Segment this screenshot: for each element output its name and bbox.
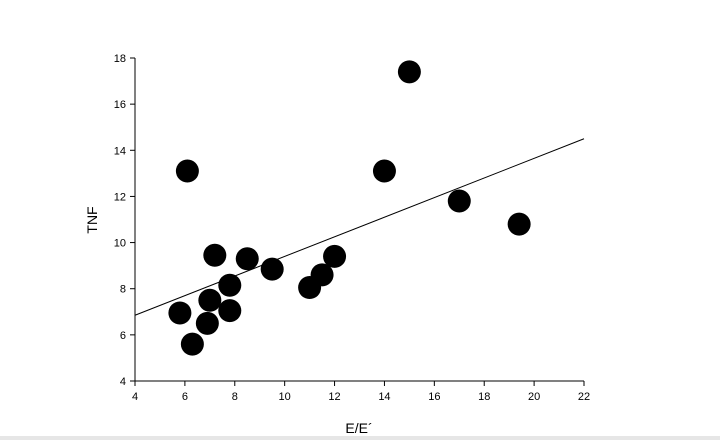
x-tick-label: 18 bbox=[478, 391, 490, 403]
data-point bbox=[372, 159, 396, 183]
x-tick-label: 6 bbox=[182, 391, 188, 403]
x-tick-label: 8 bbox=[232, 391, 238, 403]
x-tick-label: 14 bbox=[378, 391, 390, 403]
data-point bbox=[323, 244, 347, 268]
y-tick-label: 8 bbox=[120, 284, 126, 296]
y-tick-label: 10 bbox=[114, 238, 126, 250]
data-point bbox=[218, 273, 242, 297]
data-points bbox=[168, 60, 531, 356]
y-tick-label: 6 bbox=[120, 330, 126, 342]
data-point bbox=[175, 159, 199, 183]
x-tick-label: 10 bbox=[279, 391, 291, 403]
y-tick-label: 18 bbox=[114, 53, 126, 65]
y-axis-ticks: 4 6 8 10 12 14 16 18 bbox=[114, 53, 135, 388]
x-tick-label: 4 bbox=[132, 391, 138, 403]
y-tick-label: 14 bbox=[114, 145, 126, 157]
y-tick-label: 16 bbox=[114, 99, 126, 111]
data-point bbox=[235, 247, 259, 271]
x-tick-label: 16 bbox=[428, 391, 440, 403]
x-tick-label: 20 bbox=[528, 391, 540, 403]
x-tick-label: 12 bbox=[328, 391, 340, 403]
data-point bbox=[397, 60, 421, 84]
data-point bbox=[195, 311, 219, 335]
x-axis-ticks: 4 6 8 10 12 14 16 18 20 22 bbox=[132, 381, 590, 403]
data-point bbox=[310, 263, 334, 287]
y-tick-label: 4 bbox=[120, 376, 126, 388]
data-point bbox=[203, 243, 227, 267]
regression-line bbox=[134, 138, 585, 316]
data-point bbox=[447, 189, 471, 213]
data-point bbox=[168, 301, 192, 325]
x-axis-title: E/E´ bbox=[345, 420, 372, 436]
y-axis-title: TNF bbox=[84, 206, 100, 233]
data-point bbox=[218, 299, 242, 323]
window-bottom-strip bbox=[0, 436, 720, 440]
data-point bbox=[507, 212, 531, 236]
y-tick-label: 12 bbox=[114, 191, 126, 203]
data-point bbox=[260, 257, 284, 281]
x-tick-label: 22 bbox=[578, 391, 590, 403]
data-point bbox=[180, 332, 204, 356]
data-point bbox=[198, 288, 222, 312]
